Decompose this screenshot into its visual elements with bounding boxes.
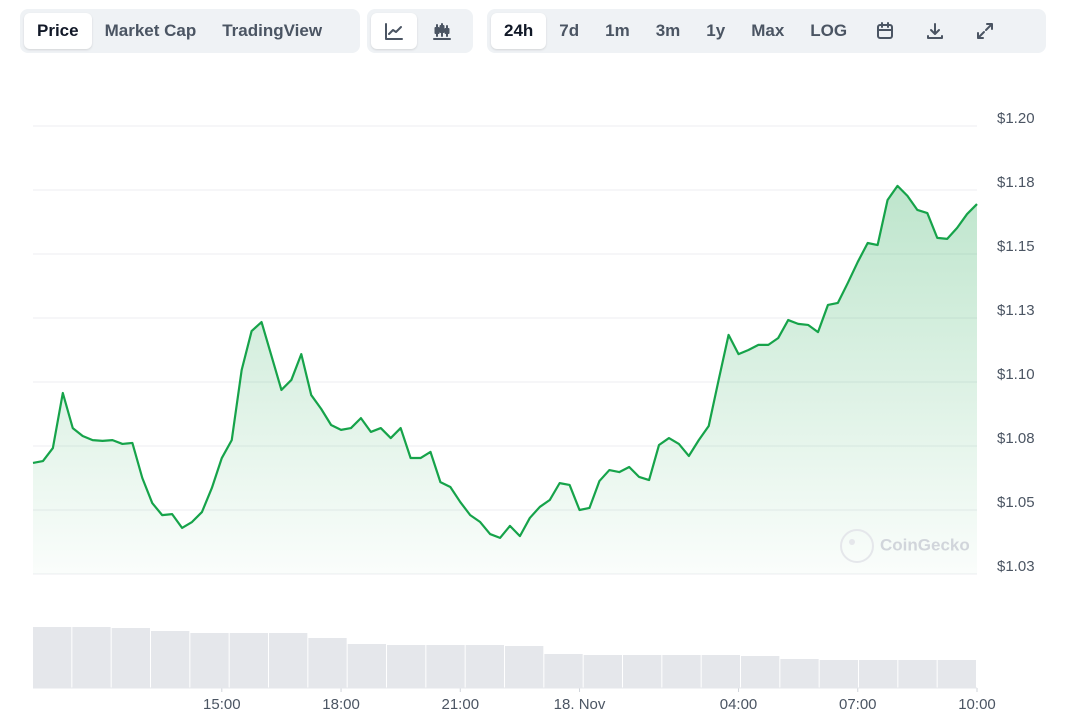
volume-bar [72,627,111,688]
volume-bar [190,633,229,688]
watermark: CoinGecko [840,529,970,563]
range-24h[interactable]: 24h [491,13,547,49]
tab-tradingview[interactable]: TradingView [222,21,323,40]
range-tabs: 24h 7d 1m 3m 1y Max LOG [487,9,1046,53]
watermark-logo [840,529,874,563]
volume-bar [347,644,386,688]
tab-price[interactable]: Price [24,13,92,49]
calendar-button[interactable] [860,13,910,49]
x-tick-label: 18:00 [322,696,360,713]
volume-bar [780,659,819,688]
volume-bar [269,633,308,688]
chart-style [367,9,473,53]
y-tick-label: $1.05 [997,494,1035,511]
download-button[interactable] [910,13,960,49]
y-tick-label: $1.03 [997,558,1035,575]
volume-bar [111,628,150,688]
volume-bar [583,655,622,688]
volume-bar [465,645,504,688]
y-tick-label: $1.08 [997,430,1035,447]
view-tabs: Price Market Cap TradingView [20,9,360,53]
volume-bar [662,655,701,688]
x-tick-label: 04:00 [720,696,758,713]
watermark-eye [849,539,855,545]
tab-market-cap[interactable]: Market Cap [104,21,197,40]
y-tick-label: $1.13 [997,302,1035,319]
volume-bar [151,631,190,688]
x-tick-label: 21:00 [442,696,480,713]
candlestick-button[interactable] [417,13,467,49]
volume-bar [229,633,268,688]
line-chart-button[interactable] [371,13,417,49]
price-line [32,184,978,539]
volume-bar [701,655,740,688]
x-tick-label: 18. Nov [554,696,606,713]
volume-bar [859,660,898,688]
volume-bar [505,646,544,688]
volume-bar [387,645,426,688]
fullscreen-button[interactable] [960,13,1010,49]
range-7d[interactable]: 7d [559,21,580,40]
watermark-text: CoinGecko [880,535,970,554]
range-1y[interactable]: 1y [706,21,726,40]
volume-bar [623,655,662,688]
range-1m[interactable]: 1m [605,21,630,40]
volume-bar [741,656,780,688]
x-tick-label: 07:00 [839,696,877,713]
volume-bar [308,638,347,688]
volume-bar [544,654,583,688]
area-fill [33,185,977,574]
y-tick-label: $1.15 [997,238,1035,255]
y-tick-label: $1.20 [997,110,1035,127]
x-tick-label: 15:00 [203,696,241,713]
x-tick-label: 10:00 [958,696,996,713]
volume-bar [426,645,465,688]
y-tick-label: $1.18 [997,174,1035,191]
range-max[interactable]: Max [751,21,785,40]
y-tick-label: $1.10 [997,366,1035,383]
volume-bar [937,660,976,688]
range-3m[interactable]: 3m [655,21,681,40]
volume-bar [898,660,937,688]
volume-bar [33,627,72,688]
volume-bar [819,660,858,688]
log-toggle[interactable]: LOG [810,21,848,40]
